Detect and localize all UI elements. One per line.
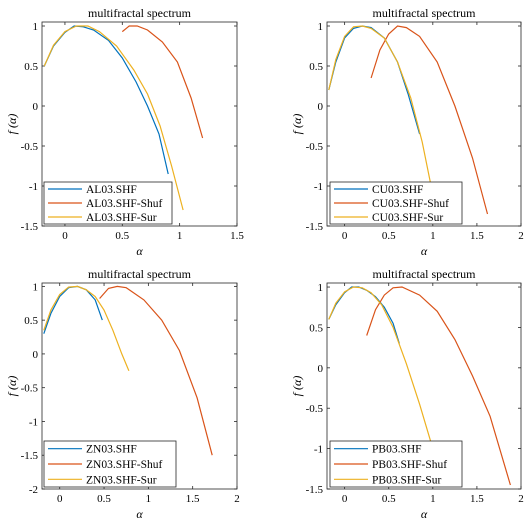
y-tick-label: -1.5	[21, 450, 39, 462]
y-tick-label: -2	[29, 484, 38, 496]
x-tick-label: 1.5	[230, 230, 244, 242]
y-tick-label: 0.5	[309, 322, 323, 334]
y-tick-label: 0.5	[309, 61, 323, 73]
y-tick-label: -1.5	[306, 484, 324, 496]
x-axis-label: α	[421, 507, 428, 521]
y-tick-label: -1	[29, 181, 38, 193]
legend-label: ZN03.SHF-Shuf	[86, 459, 163, 471]
series-line-1	[43, 285, 103, 334]
y-axis-label: f (α)	[290, 376, 304, 397]
axes-frame	[326, 21, 522, 227]
y-tick-label: 0	[318, 363, 324, 375]
axes-frame	[41, 21, 238, 227]
legend-label: PB03.SHF-Shuf	[372, 459, 447, 471]
x-tick-label: 2	[234, 493, 240, 505]
x-tick-label: 0.5	[382, 230, 396, 242]
y-tick-label: -0.5	[21, 141, 39, 153]
legend-label: AL03.SHF-Sur	[86, 212, 157, 224]
x-tick-label: 1.5	[470, 230, 484, 242]
legend-label: AL03.SHF	[86, 184, 137, 196]
series-line-3	[328, 25, 432, 187]
chart-panel-1: 0 0.5 1 1.5 -1.5 -1 -0.5 0 0.5 1 multifractal spec…	[5, 6, 244, 258]
y-tick-label: -1.5	[306, 221, 324, 233]
legend-label: ZN03.SHF	[86, 444, 137, 456]
y-tick-label: -1	[314, 181, 323, 193]
chart-title: multifractal spectrum	[373, 267, 477, 281]
x-tick-label: 0.5	[382, 493, 396, 505]
chart-panel-4: 0 0.5 1 1.5 2 -1.5 -1 -0.5 0 0.5 1 multifractal spe…	[290, 267, 524, 521]
y-tick-label: 1	[318, 282, 324, 294]
y-tick-label: -1	[29, 416, 38, 428]
series-line-2	[366, 286, 511, 486]
legend-label: PB03.SHF-Sur	[372, 474, 442, 486]
y-tick-label: 0	[318, 101, 324, 113]
chart-title: multifractal spectrum	[373, 6, 477, 20]
x-tick-label: 0	[62, 230, 68, 242]
chart-title: multifractal spectrum	[88, 267, 192, 281]
x-tick-label: 2	[518, 230, 524, 242]
x-tick-label: 0.5	[115, 230, 129, 242]
y-tick-label: 1	[33, 281, 39, 293]
series-line-1	[328, 286, 400, 344]
legend-label: AL03.SHF-Shuf	[86, 198, 163, 210]
x-tick-label: 1	[177, 230, 183, 242]
series-line-3	[43, 285, 130, 372]
x-tick-label: 1	[430, 230, 436, 242]
series-line-2	[370, 25, 489, 215]
y-tick-label: 0	[33, 101, 39, 113]
series-line-3	[328, 286, 434, 449]
x-tick-label: 1.5	[470, 493, 484, 505]
x-axis-label: α	[421, 244, 428, 258]
chart-title: multifractal spectrum	[88, 6, 192, 20]
legend-label: CU03.SHF-Shuf	[372, 198, 449, 210]
x-tick-label: 1	[430, 493, 436, 505]
x-tick-label: 1	[146, 493, 152, 505]
series-line-2	[99, 285, 213, 456]
y-tick-label: 0.5	[24, 315, 38, 327]
series-line-3	[43, 25, 184, 211]
series-line-2	[121, 25, 204, 139]
y-tick-label: -0.5	[306, 403, 324, 415]
x-tick-label: 1.5	[186, 493, 200, 505]
legend-label: CU03.SHF-Sur	[372, 212, 443, 224]
y-tick-label: 1	[33, 21, 39, 33]
y-tick-label: -0.5	[21, 383, 39, 395]
x-axis-label: α	[136, 244, 143, 258]
y-tick-label: 1	[318, 21, 324, 33]
y-tick-label: -1	[314, 444, 323, 456]
y-tick-label: -1.5	[21, 221, 39, 233]
chart-panel-2: 0 0.5 1 1.5 2 -1.5 -1 -0.5 0 0.5 1 multifractal spe…	[290, 6, 524, 258]
legend-label: ZN03.SHF-Sur	[86, 474, 157, 486]
axes-frame	[326, 282, 522, 490]
chart-panel-3: 0 0.5 1 1.5 2 -2 -1.5 -1 -0.5 0 0.5 1 multifractal s…	[5, 267, 240, 521]
y-tick-label: 0	[33, 349, 39, 361]
axes-frame	[41, 282, 238, 490]
legend-label: PB03.SHF	[372, 444, 422, 456]
y-axis-label: f (α)	[5, 376, 19, 397]
x-axis-label: α	[136, 507, 143, 521]
legend-label: CU03.SHF	[372, 184, 423, 196]
x-tick-label: 2	[518, 493, 524, 505]
x-tick-label: 0	[342, 230, 348, 242]
x-tick-label: 0	[57, 493, 63, 505]
y-axis-label: f (α)	[290, 114, 304, 135]
y-axis-label: f (α)	[5, 114, 19, 135]
x-tick-label: 0	[342, 493, 348, 505]
x-tick-label: 0.5	[97, 493, 111, 505]
y-tick-label: 0.5	[24, 61, 38, 73]
y-tick-label: -0.5	[306, 141, 324, 153]
